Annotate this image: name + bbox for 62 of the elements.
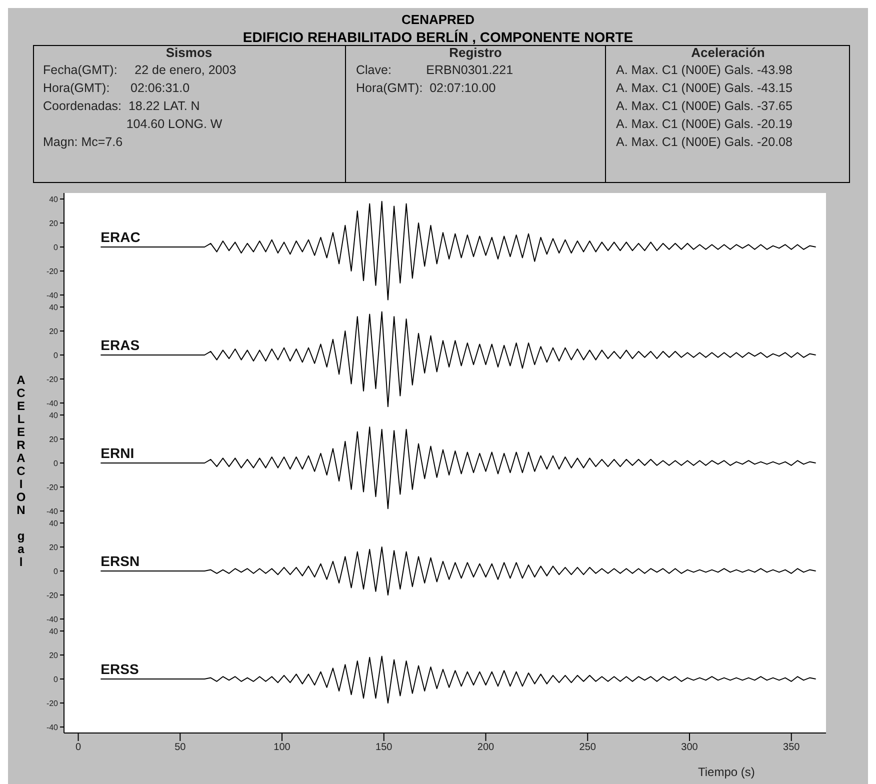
x-tick-label: 250: [579, 742, 596, 754]
text: A. Max. C1 (N00E) Gals. -43.15: [615, 80, 794, 97]
line-series: [100, 311, 816, 408]
y-tick-label: -40: [46, 506, 59, 516]
y-tick-label: -20: [46, 590, 59, 600]
x-tick-label: 100: [274, 742, 291, 754]
y-tick-label: 0: [54, 458, 59, 468]
x-tick-label: 300: [681, 742, 698, 754]
y-tick-label: -40: [46, 398, 59, 408]
line-series: [100, 426, 816, 510]
y-tick-label: 40: [49, 194, 59, 204]
y-tick-label: 20: [49, 326, 59, 336]
series-label: ERAS: [100, 337, 140, 353]
y-tick-label: 40: [49, 626, 59, 636]
text: A. Max. C1 (N00E) Gals. -20.08: [615, 134, 794, 151]
y-tick-label: -40: [46, 614, 59, 624]
y-tick-label: -40: [46, 722, 59, 732]
series-label: ERSN: [100, 553, 140, 569]
text: 104.60 LONG. W: [125, 116, 224, 133]
y-tick-label: 20: [49, 650, 59, 660]
line-series: [100, 546, 816, 596]
x-axis-title: Tiempo (s): [698, 765, 755, 779]
y-tick-label: -20: [46, 266, 59, 276]
y-tick-label: 0: [54, 674, 59, 684]
text: Hora(GMT): 02:07:10.00: [355, 80, 497, 97]
text: A. Max. C1 (N00E) Gals. -20.19: [615, 116, 794, 133]
text: Hora(GMT): 02:06:31.0: [42, 80, 191, 97]
y-axis-title: ACELERACION gal: [14, 373, 28, 568]
y-tick-label: -20: [46, 698, 59, 708]
y-tick-label: 0: [54, 242, 59, 252]
text: A. Max. C1 (N00E) Gals. -43.98: [615, 62, 794, 79]
chart-title: CENAPRED: [400, 12, 476, 27]
text: Registro: [448, 45, 503, 61]
chart-subtitle: EDIFICIO REHABILITADO BERLÍN , COMPONENTE NORTE: [242, 29, 634, 45]
text: Sismos: [164, 45, 214, 61]
x-tick-label: 350: [783, 742, 800, 754]
y-tick-label: 40: [49, 302, 59, 312]
y-tick-label: 20: [49, 218, 59, 228]
text: A. Max. C1 (N00E) Gals. -37.65: [615, 98, 794, 115]
text: Fecha(GMT): 22 de enero, 2003: [42, 62, 238, 79]
y-tick-label: -20: [46, 482, 59, 492]
x-tick-label: 50: [174, 742, 186, 754]
text: Clave: ERBN0301.221: [355, 62, 514, 79]
x-tick-label: 150: [376, 742, 393, 754]
series-label: ERNI: [100, 445, 134, 461]
series-label: ERSS: [100, 661, 139, 677]
y-tick-label: 0: [54, 350, 59, 360]
y-tick-label: 20: [49, 542, 59, 552]
y-tick-label: 40: [49, 410, 59, 420]
text: Coordenadas: 18.22 LAT. N: [42, 98, 201, 115]
x-tick-label: 0: [75, 742, 82, 754]
line-series: [100, 200, 816, 300]
y-tick-label: 0: [54, 566, 59, 576]
text: Magn: Mc=7.6: [42, 134, 124, 151]
x-tick-label: 200: [477, 742, 495, 754]
text: Aceleración: [690, 45, 766, 61]
y-tick-label: 40: [49, 518, 59, 528]
line-series: [100, 656, 816, 704]
y-tick-label: -20: [46, 374, 59, 384]
series-label: ERAC: [100, 229, 140, 245]
y-tick-label: 20: [49, 434, 59, 444]
y-tick-label: -40: [46, 290, 59, 300]
